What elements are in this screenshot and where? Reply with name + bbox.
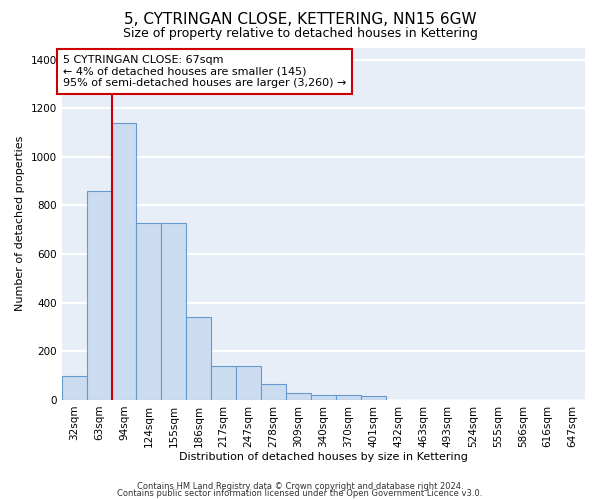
Bar xyxy=(186,318,211,400)
X-axis label: Distribution of detached houses by size in Kettering: Distribution of detached houses by size … xyxy=(179,452,468,462)
Text: 5 CYTRINGAN CLOSE: 67sqm
← 4% of detached houses are smaller (145)
95% of semi-d: 5 CYTRINGAN CLOSE: 67sqm ← 4% of detache… xyxy=(63,55,346,88)
Bar xyxy=(261,384,286,400)
Bar xyxy=(311,395,336,400)
Text: Size of property relative to detached houses in Kettering: Size of property relative to detached ho… xyxy=(122,28,478,40)
Bar xyxy=(62,376,86,400)
Bar xyxy=(361,396,386,400)
Bar xyxy=(112,123,136,400)
Bar xyxy=(161,222,186,400)
Bar xyxy=(136,222,161,400)
Y-axis label: Number of detached properties: Number of detached properties xyxy=(15,136,25,312)
Text: 5, CYTRINGAN CLOSE, KETTERING, NN15 6GW: 5, CYTRINGAN CLOSE, KETTERING, NN15 6GW xyxy=(124,12,476,28)
Bar xyxy=(336,395,361,400)
Text: Contains HM Land Registry data © Crown copyright and database right 2024.: Contains HM Land Registry data © Crown c… xyxy=(137,482,463,491)
Bar xyxy=(236,366,261,400)
Bar xyxy=(286,392,311,400)
Text: Contains public sector information licensed under the Open Government Licence v3: Contains public sector information licen… xyxy=(118,489,482,498)
Bar xyxy=(86,191,112,400)
Bar xyxy=(211,366,236,400)
